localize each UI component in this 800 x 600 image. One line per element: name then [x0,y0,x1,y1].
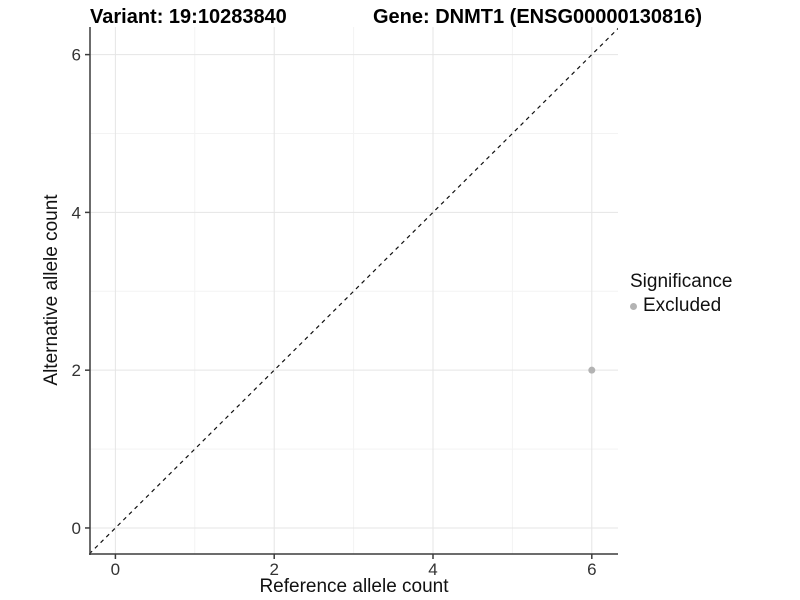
gene-title: Gene: DNMT1 (ENSG00000130816) [373,6,703,28]
legend-point-icon [630,302,637,310]
x-axis-title: Reference allele count [259,576,449,597]
legend-item: Excluded [630,295,732,317]
x-tick-label: 2 [269,560,278,579]
x-tick-label: 0 [111,560,120,579]
x-tick-label: 6 [587,560,596,579]
legend: Significance Excluded [630,271,732,317]
legend-title: Significance [630,271,733,292]
y-tick-label: 2 [72,361,81,380]
variant-title: Variant: 19:10283840 [90,6,287,28]
y-tick-label: 0 [72,519,81,538]
x-tick-label: 4 [428,560,437,579]
y-tick-label: 4 [72,203,81,222]
data-point [588,366,596,374]
identity-line [90,27,618,554]
y-tick-label: 6 [72,46,81,65]
y-axis-title: Alternative allele count [41,194,62,386]
legend-item-label: Excluded [643,295,722,316]
